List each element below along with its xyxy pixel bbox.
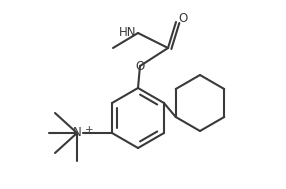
Text: O: O	[178, 12, 187, 26]
Text: +: +	[85, 125, 94, 135]
Text: O: O	[135, 60, 145, 73]
Text: N: N	[73, 126, 82, 139]
Text: HN: HN	[118, 26, 136, 40]
